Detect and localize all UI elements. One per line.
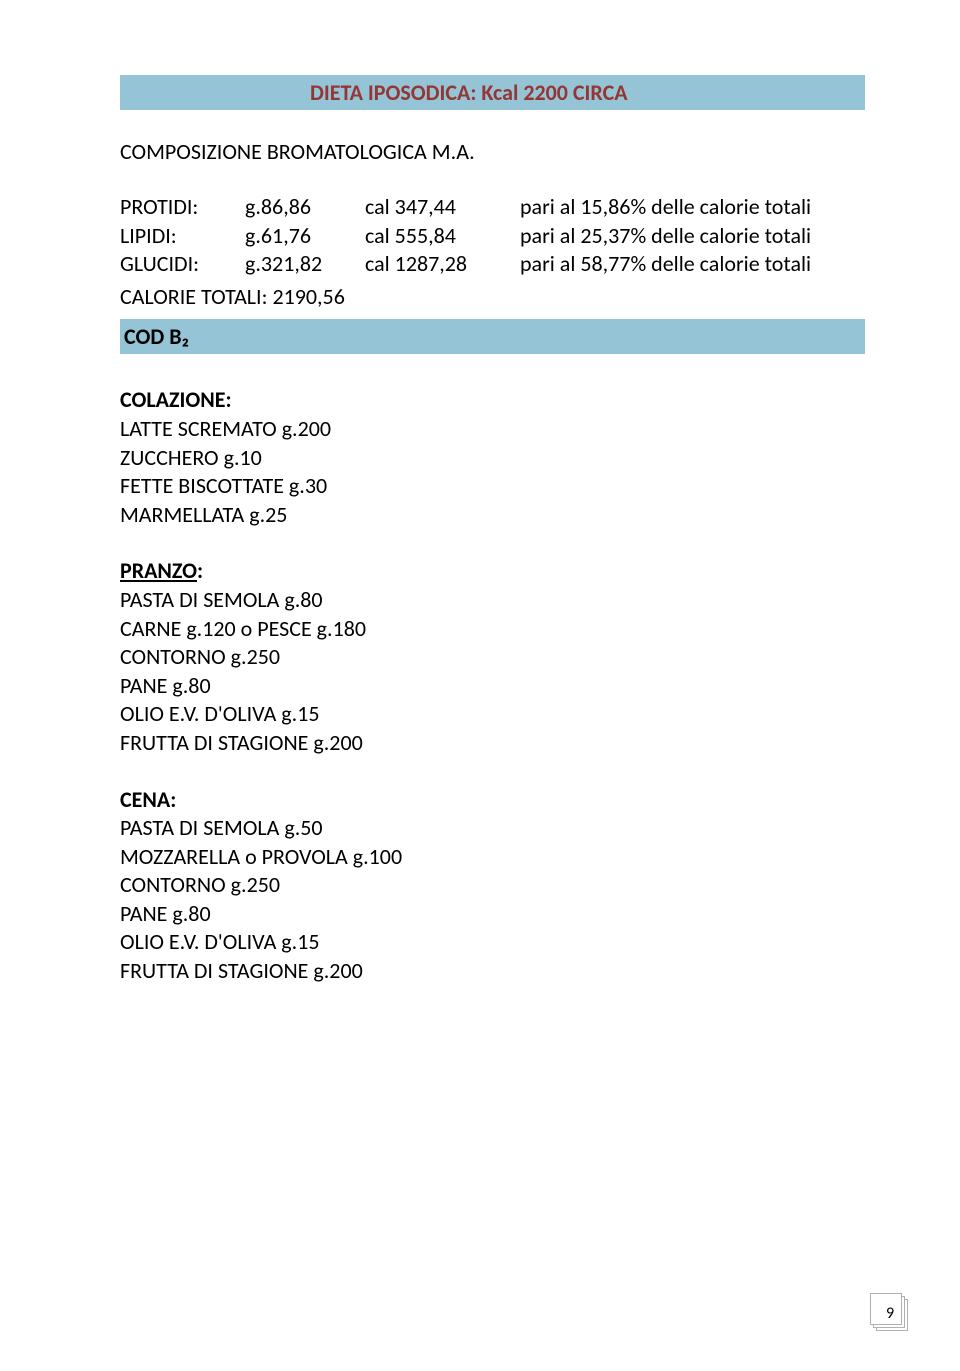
composition-row: GLUCIDI: g.321,82 cal 1287,28 pari al 58… xyxy=(120,250,865,279)
composition-table: PROTIDI: g.86,86 cal 347,44 pari al 15,8… xyxy=(120,193,865,279)
comp-grams: g.321,82 xyxy=(245,250,365,279)
colazione-block: COLAZIONE: LATTE SCREMATO g.200 ZUCCHERO… xyxy=(120,386,865,529)
meal-item: PASTA DI SEMOLA g.50 xyxy=(120,814,865,843)
page-number-box: 9 xyxy=(870,1293,910,1333)
comp-cal: cal 1287,28 xyxy=(365,250,520,279)
comp-note: pari al 58,77% delle calorie totali xyxy=(520,250,811,279)
meal-item: ZUCCHERO g.10 xyxy=(120,444,865,473)
calorie-totali: CALORIE TOTALI: 2190,56 xyxy=(120,283,865,312)
page-number: 9 xyxy=(886,1304,894,1323)
code-banner: COD B₂ xyxy=(120,319,865,354)
pranzo-block: PRANZO: PASTA DI SEMOLA g.80 CARNE g.120… xyxy=(120,557,865,757)
meal-item: PANE g.80 xyxy=(120,672,865,701)
meal-item: CONTORNO g.250 xyxy=(120,643,865,672)
cena-heading: CENA: xyxy=(120,786,865,815)
meal-item: PANE g.80 xyxy=(120,900,865,929)
meal-item: FRUTTA DI STAGIONE g.200 xyxy=(120,729,865,758)
comp-grams: g.86,86 xyxy=(245,193,365,222)
comp-grams: g.61,76 xyxy=(245,222,365,251)
comp-cal: cal 347,44 xyxy=(365,193,520,222)
composition-heading: COMPOSIZIONE BROMATOLOGICA M.A. xyxy=(120,138,865,165)
composition-row: PROTIDI: g.86,86 cal 347,44 pari al 15,8… xyxy=(120,193,865,222)
colazione-heading: COLAZIONE: xyxy=(120,386,865,415)
meal-item: LATTE SCREMATO g.200 xyxy=(120,415,865,444)
meal-item: FRUTTA DI STAGIONE g.200 xyxy=(120,957,865,986)
comp-note: pari al 25,37% delle calorie totali xyxy=(520,222,811,251)
comp-cal: cal 555,84 xyxy=(365,222,520,251)
meal-item: PASTA DI SEMOLA g.80 xyxy=(120,586,865,615)
title-banner: DIETA IPOSODICA: Kcal 2200 CIRCA xyxy=(120,75,865,110)
meal-item: MOZZARELLA o PROVOLA g.100 xyxy=(120,843,865,872)
meal-item: OLIO E.V. D'OLIVA g.15 xyxy=(120,928,865,957)
composition-row: LIPIDI: g.61,76 cal 555,84 pari al 25,37… xyxy=(120,222,865,251)
meal-item: FETTE BISCOTTATE g.30 xyxy=(120,472,865,501)
meal-item: CARNE g.120 o PESCE g.180 xyxy=(120,615,865,644)
comp-label: PROTIDI: xyxy=(120,193,245,222)
cena-block: CENA: PASTA DI SEMOLA g.50 MOZZARELLA o … xyxy=(120,786,865,986)
comp-note: pari al 15,86% delle calorie totali xyxy=(520,193,811,222)
pranzo-heading: PRANZO: xyxy=(120,557,865,586)
meal-item: MARMELLATA g.25 xyxy=(120,501,865,530)
comp-label: LIPIDI: xyxy=(120,222,245,251)
comp-label: GLUCIDI: xyxy=(120,250,245,279)
meal-item: OLIO E.V. D'OLIVA g.15 xyxy=(120,700,865,729)
meal-item: CONTORNO g.250 xyxy=(120,871,865,900)
